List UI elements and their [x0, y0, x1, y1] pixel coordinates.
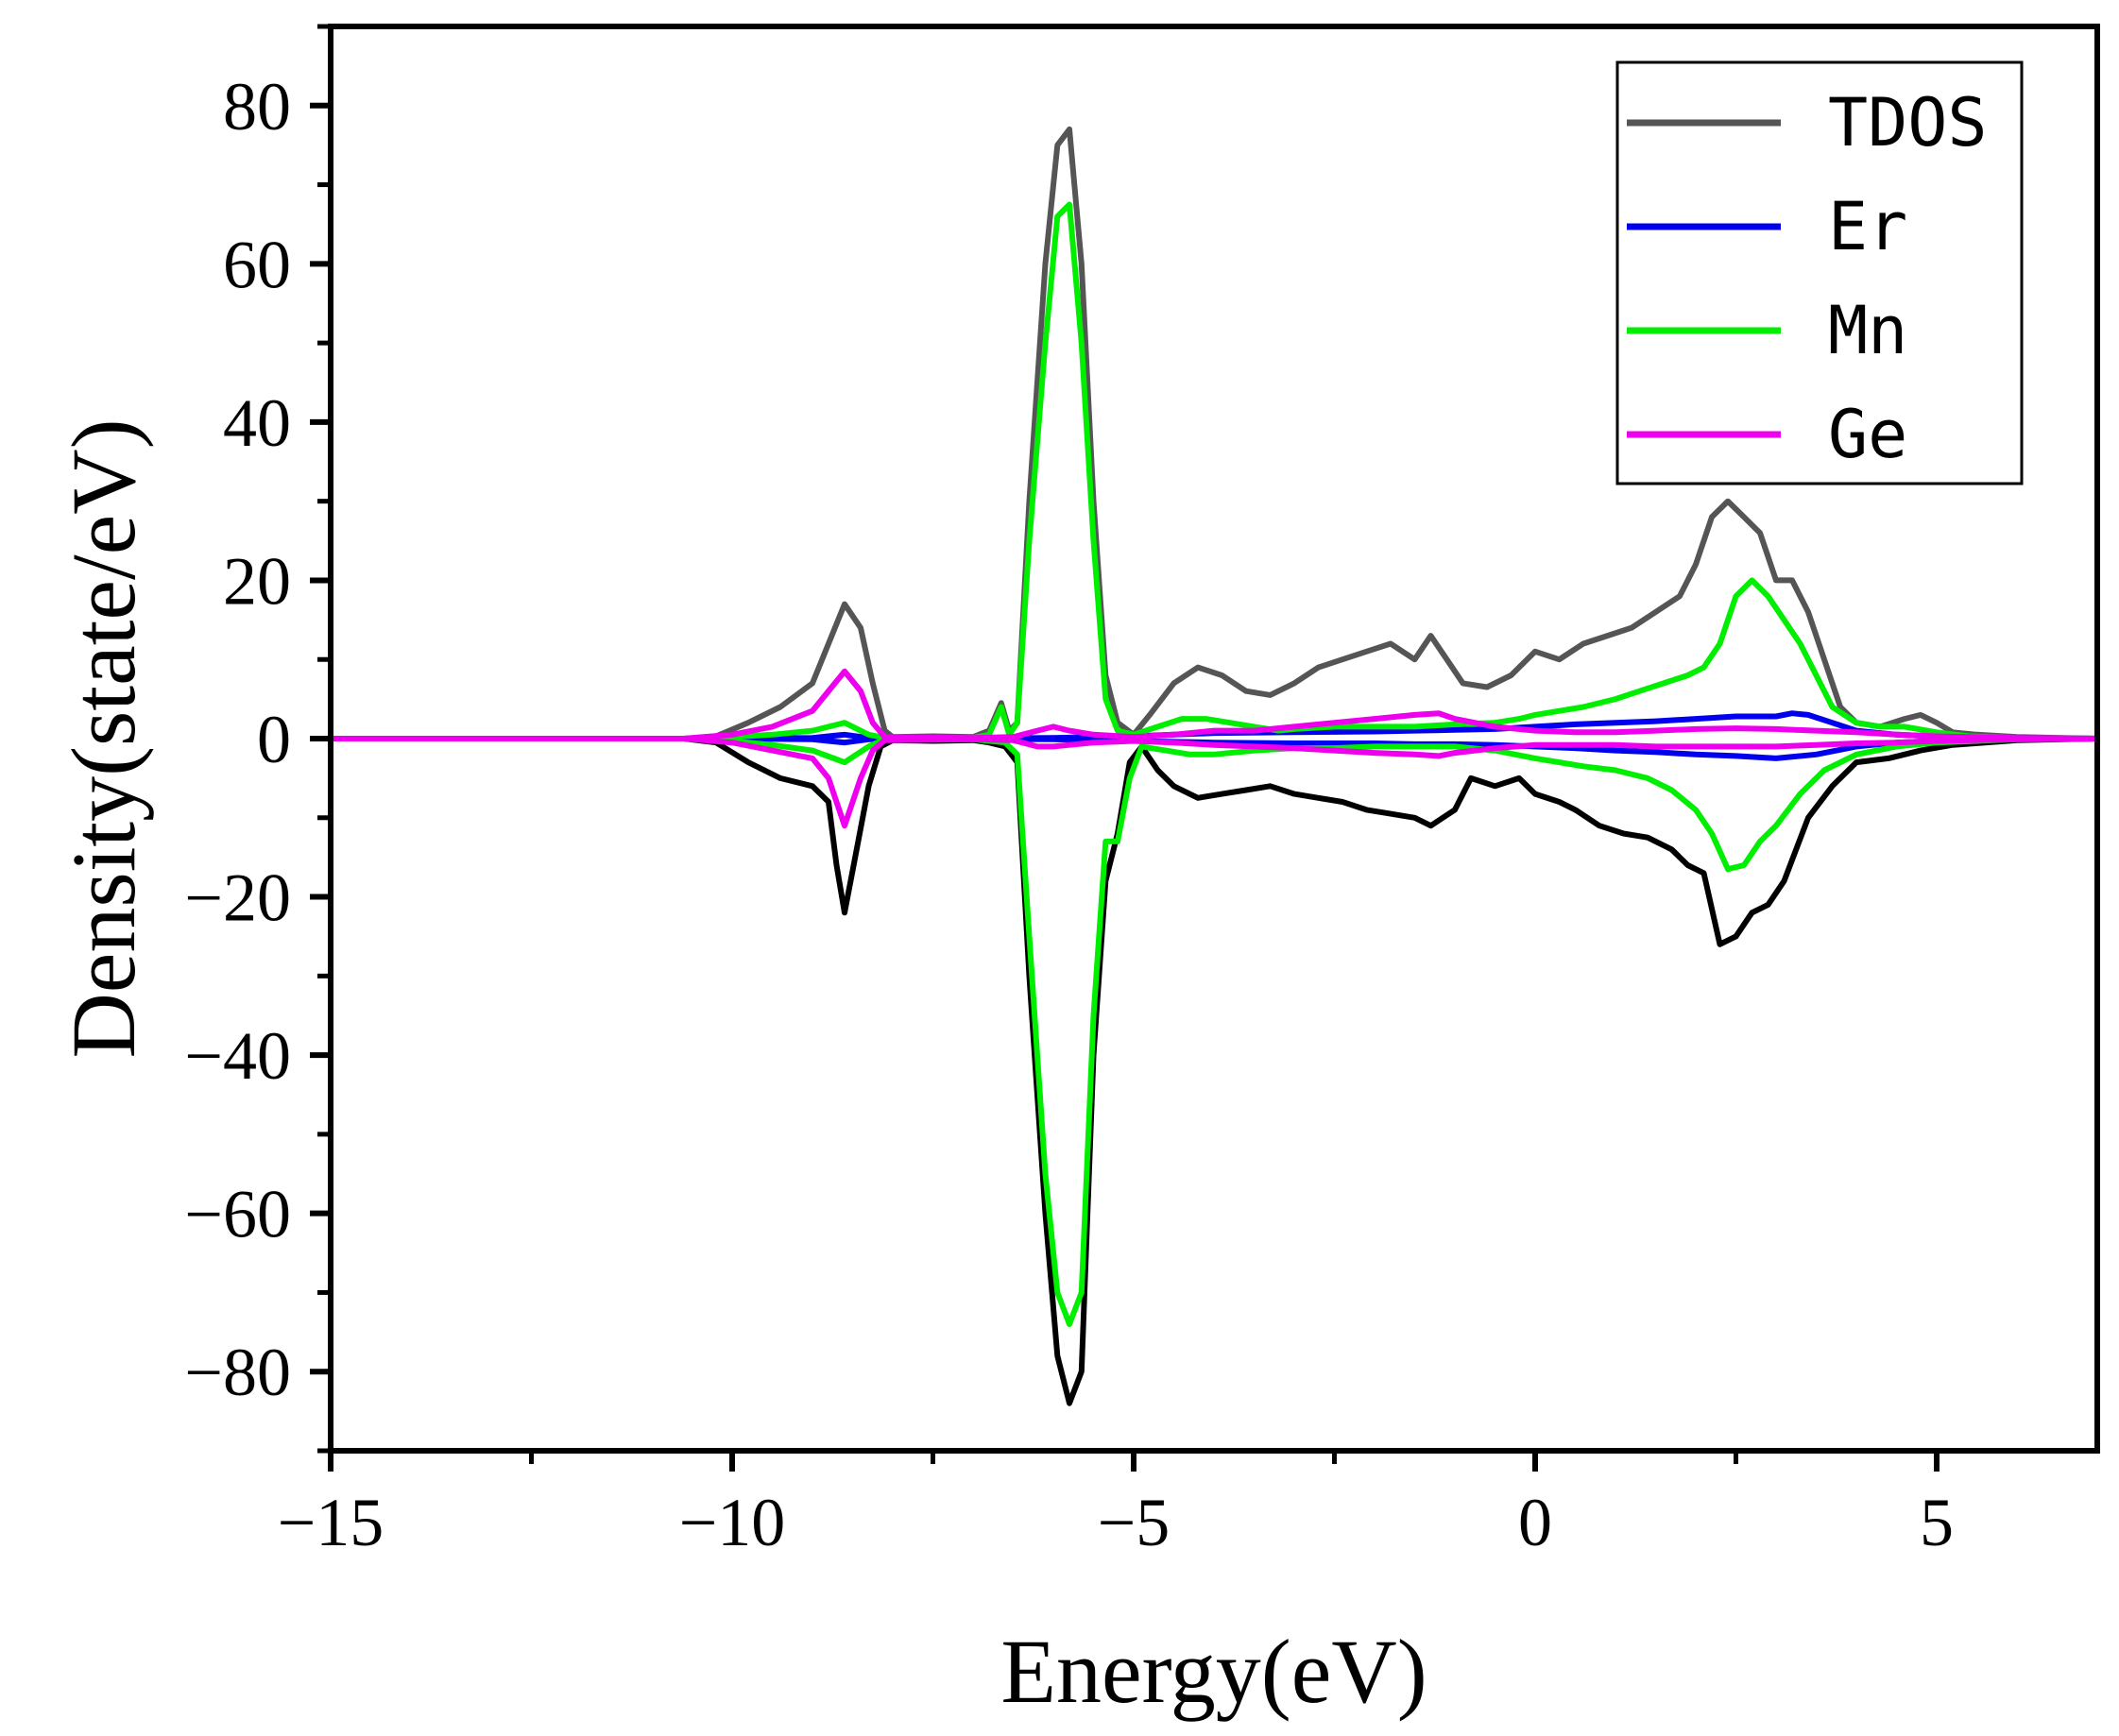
y-tick-label: 80 [223, 69, 291, 145]
y-tick-label: 20 [223, 543, 291, 619]
series-line-tdos-down [328, 736, 2100, 1406]
x-tick-label: −5 [1098, 1485, 1171, 1560]
y-tick-label: 0 [257, 702, 291, 777]
y-tick-label: 60 [223, 227, 291, 302]
x-tick-label: −10 [679, 1485, 786, 1560]
legend-box [1615, 60, 2024, 485]
y-tick-label: 40 [223, 385, 291, 461]
series-layer [328, 126, 2100, 1406]
y-tick-label: −60 [184, 1177, 291, 1252]
y-tick-label: −20 [184, 860, 291, 936]
y-axis-title: Density(state/eV) [53, 418, 154, 1058]
series-line-ge-up [328, 668, 2100, 741]
axes-layer: −15 −10 −5 0 5 80 60 40 20 0 −20 −40 −60 −80 [184, 24, 1954, 1560]
legend-label-er: Er [1828, 188, 1907, 265]
y-tick-label: −40 [184, 1018, 291, 1094]
legend-label-tdos: TDOS [1828, 84, 1988, 162]
x-tick-label: −15 [278, 1485, 384, 1560]
x-tick-label: 0 [1518, 1485, 1552, 1560]
series-line-ge-down [328, 736, 2100, 829]
legend-label-ge: Ge [1828, 396, 1907, 473]
series-line-er-up [328, 710, 2100, 741]
y-tick-label: −80 [184, 1335, 291, 1410]
x-tick-label: 5 [1920, 1485, 1954, 1560]
x-axis-title: Energy(eV) [1000, 1621, 1427, 1722]
series-line-mn-down [328, 736, 2100, 1327]
legend: TDOS Er Mn Ge [1615, 60, 2024, 485]
legend-label-mn: Mn [1828, 292, 1907, 369]
series-line-mn-up [328, 201, 2100, 741]
